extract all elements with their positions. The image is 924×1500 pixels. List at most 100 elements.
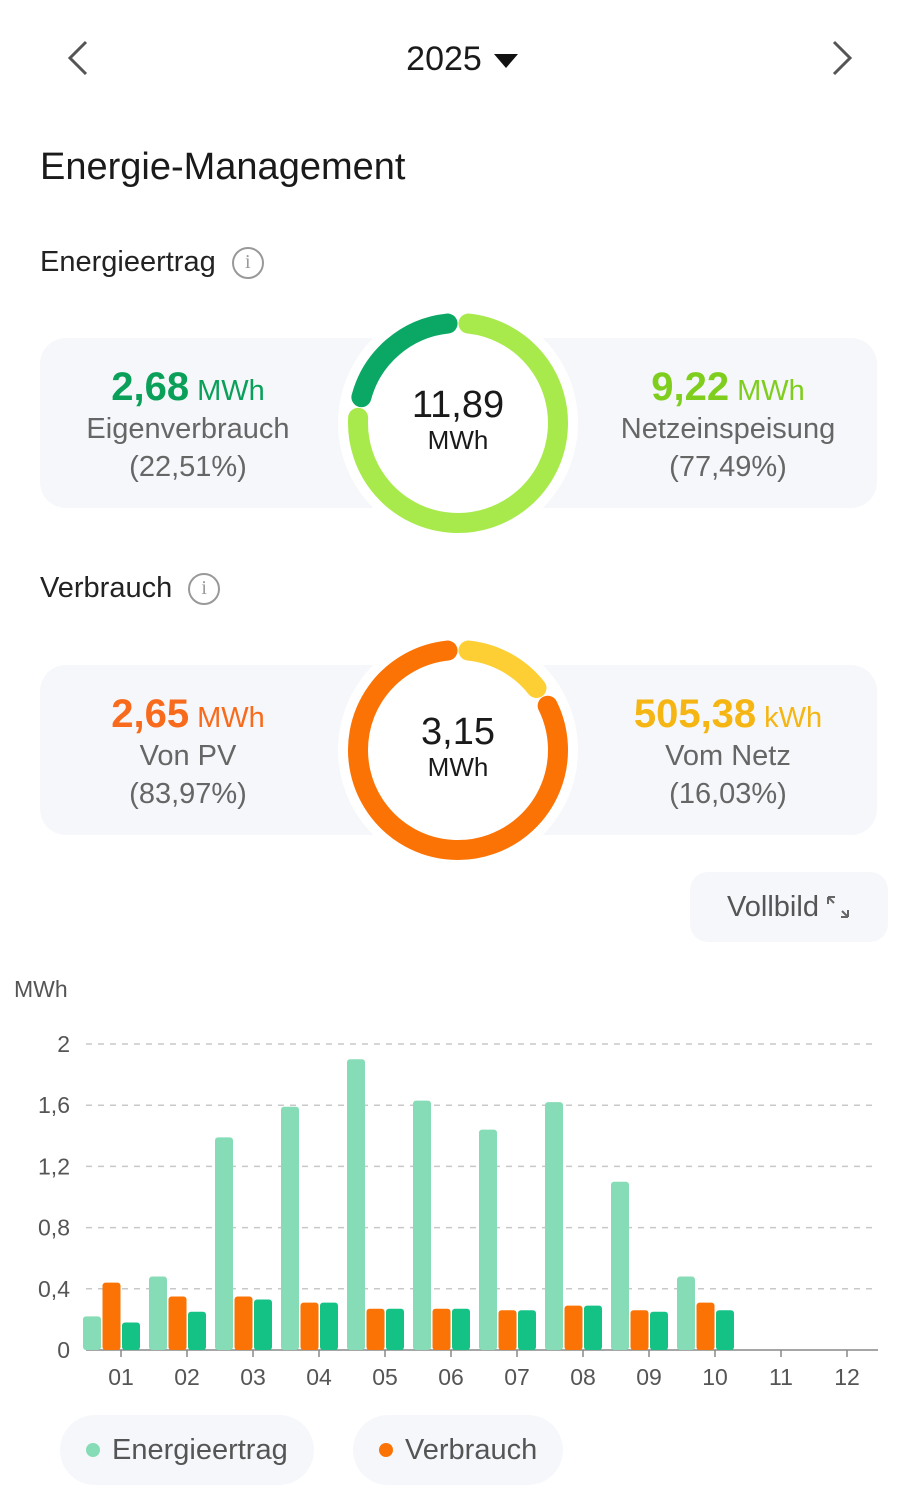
monthly-bar-chart: 0 0,4 0,8 1,2 1,6 2 01 02 03 04 05 06 07 08 09 10 11 12 [38, 1031, 878, 1390]
netzeinspeisung-stat: 9,22 MWh Netzeinspeisung (77,49%) [578, 367, 878, 486]
bar-energieertrag-09[interactable] [611, 1181, 629, 1350]
fullscreen-button[interactable]: Vollbild [690, 872, 888, 942]
bar-verbrauch-10[interactable] [696, 1302, 715, 1350]
info-icon[interactable]: i [231, 246, 264, 279]
prev-year-button[interactable] [64, 38, 92, 88]
vom-netz-stat: 505,38 kWh Vom Netz (16,03%) [578, 692, 878, 813]
bar-series-3-01[interactable] [122, 1322, 140, 1350]
stat-label: Netzeinspeisung [620, 413, 836, 445]
fullscreen-label: Vollbild [727, 890, 819, 923]
stat-unit: MWh [197, 702, 265, 734]
verbrauch-donut [338, 630, 578, 870]
bar-verbrauch-01[interactable] [102, 1282, 121, 1350]
verbrauch-heading: Verbrauch i [40, 572, 221, 605]
y-axis-label: MWh [14, 976, 68, 1002]
bar-series-3-02[interactable] [188, 1311, 206, 1350]
ring-segment-left [351, 313, 458, 408]
bar-energieertrag-08[interactable] [545, 1102, 563, 1350]
bar-verbrauch-07[interactable] [498, 1310, 517, 1350]
y-tick-label: 1,6 [38, 1092, 70, 1118]
section-label: Energieertrag [40, 246, 216, 278]
bar-energieertrag-10[interactable] [677, 1276, 695, 1350]
x-tick-label: 12 [834, 1364, 860, 1390]
bar-energieertrag-07[interactable] [479, 1129, 497, 1350]
bar-energieertrag-04[interactable] [281, 1106, 299, 1350]
y-tick-label: 0 [57, 1337, 70, 1363]
energieertrag-heading: Energieertrag i [40, 246, 264, 279]
stat-label: Vom Netz [665, 740, 791, 772]
bar-series-3-09[interactable] [650, 1311, 668, 1350]
energieertrag-donut [338, 303, 578, 543]
year-label: 2025 [406, 40, 482, 78]
x-tick-label: 11 [769, 1364, 793, 1390]
stat-value: 2,68 [111, 365, 190, 409]
bar-energieertrag-01[interactable] [83, 1316, 101, 1350]
x-tick-label: 07 [504, 1364, 530, 1390]
stat-label: Von PV [139, 740, 237, 772]
stat-percent: (16,03%) [669, 778, 787, 810]
legend-verbrauch[interactable]: Verbrauch [353, 1415, 564, 1485]
verbrauch-total: 3,15 MWh [338, 711, 578, 780]
bar-verbrauch-08[interactable] [564, 1305, 583, 1350]
section-label: Verbrauch [40, 572, 173, 604]
x-tick-label: 08 [570, 1364, 596, 1390]
info-icon[interactable]: i [188, 572, 221, 605]
bar-series-3-07[interactable] [518, 1310, 536, 1350]
y-tick-label: 0,8 [38, 1215, 70, 1241]
stat-unit: MWh [737, 375, 805, 407]
stat-value: 2,65 [111, 692, 190, 736]
bar-verbrauch-05[interactable] [366, 1308, 385, 1350]
bar-series-3-05[interactable] [386, 1308, 404, 1350]
stat-percent: (83,97%) [129, 778, 247, 810]
y-tick-label: 1,2 [38, 1153, 70, 1179]
ring-segment-right [348, 313, 568, 533]
x-tick-label: 01 [108, 1364, 134, 1390]
bar-series-3-08[interactable] [584, 1305, 602, 1350]
next-year-button[interactable] [828, 38, 856, 88]
year-selector[interactable]: 2025 [0, 40, 924, 79]
bar-verbrauch-02[interactable] [168, 1296, 187, 1350]
bar-series-3-03[interactable] [254, 1299, 272, 1350]
chevron-right-icon [832, 40, 853, 76]
stat-percent: (22,51%) [129, 451, 247, 483]
bar-verbrauch-04[interactable] [300, 1302, 319, 1350]
bar-verbrauch-06[interactable] [432, 1308, 451, 1350]
x-tick-label: 03 [240, 1364, 266, 1390]
x-tick-label: 05 [372, 1364, 398, 1390]
stat-percent: (77,49%) [669, 451, 787, 483]
stat-unit: MWh [197, 375, 265, 407]
x-tick-label: 04 [306, 1364, 332, 1390]
bar-energieertrag-06[interactable] [413, 1100, 431, 1350]
expand-icon [826, 896, 849, 918]
x-tick-label: 10 [702, 1364, 728, 1390]
caret-down-icon [493, 54, 518, 69]
legend-dot [86, 1443, 100, 1457]
stat-unit: kWh [764, 702, 823, 734]
total-value: 3,15 [421, 711, 495, 753]
energieertrag-total: 11,89 MWh [338, 384, 578, 453]
bar-energieertrag-02[interactable] [149, 1276, 167, 1350]
chevron-left-icon [67, 40, 88, 76]
total-unit: MWh [427, 425, 489, 455]
y-tick-label: 0,4 [38, 1276, 70, 1302]
legend-energieertrag[interactable]: Energieertrag [60, 1415, 314, 1485]
eigenverbrauch-stat: 2,68 MWh Eigenverbrauch (22,51%) [38, 365, 338, 486]
von-pv-stat: 2,65 MWh Von PV (83,97%) [38, 692, 338, 813]
bar-series-3-10[interactable] [716, 1310, 734, 1350]
total-value: 11,89 [411, 384, 505, 426]
bar-energieertrag-03[interactable] [215, 1137, 233, 1350]
stat-label: Eigenverbrauch [86, 413, 290, 445]
legend-label: Energieertrag [112, 1433, 288, 1466]
bar-verbrauch-03[interactable] [234, 1296, 253, 1350]
bar-energieertrag-05[interactable] [347, 1059, 365, 1350]
bar-verbrauch-09[interactable] [630, 1310, 649, 1350]
total-unit: MWh [427, 752, 489, 782]
stat-value: 505,38 [633, 692, 757, 736]
x-tick-label: 06 [438, 1364, 464, 1390]
legend-label: Verbrauch [405, 1433, 538, 1466]
x-tick-label: 02 [174, 1364, 200, 1390]
bar-series-3-06[interactable] [452, 1308, 470, 1350]
bar-series-3-04[interactable] [320, 1302, 338, 1350]
y-tick-label: 2 [57, 1031, 70, 1057]
x-tick-label: 09 [636, 1364, 662, 1390]
